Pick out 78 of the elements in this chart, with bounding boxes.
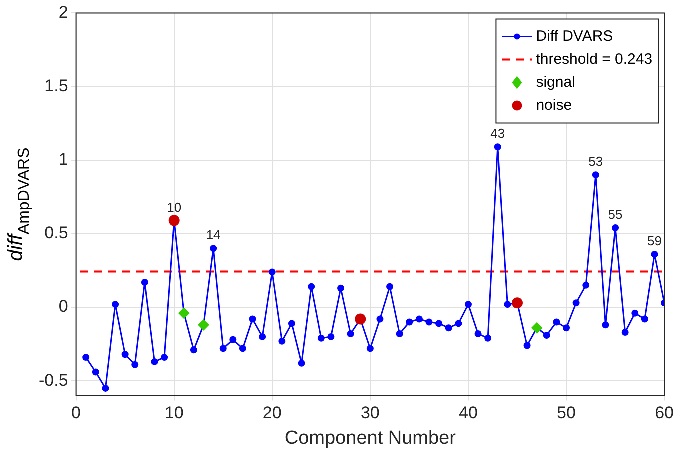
legend-label: Diff DVARS [536, 28, 614, 45]
point [288, 320, 296, 328]
point [494, 144, 502, 151]
point [582, 282, 590, 289]
y-tick-label: 2 [58, 2, 68, 22]
point [151, 358, 158, 366]
point [543, 332, 550, 339]
point [328, 333, 335, 340]
point [318, 334, 325, 342]
point [504, 301, 512, 308]
point [298, 360, 306, 367]
point [572, 300, 580, 307]
y-tick-label: 0 [58, 297, 68, 316]
point [524, 342, 531, 350]
point [122, 351, 129, 358]
y-axis-title: diffAmpDVARS [5, 148, 33, 262]
point [338, 284, 345, 292]
x-tick-label: 40 [459, 404, 478, 423]
x-tick-label: 30 [360, 404, 380, 423]
point [268, 268, 276, 276]
point [308, 283, 316, 290]
point [230, 336, 237, 344]
point [464, 301, 472, 308]
annotation: 59 [648, 234, 662, 249]
point [602, 322, 610, 329]
point [455, 320, 462, 328]
x-axis-title: Component Number [284, 428, 457, 449]
point [161, 354, 168, 362]
point [436, 320, 443, 328]
point [651, 251, 658, 258]
y-tick-label: -0.5 [38, 370, 68, 390]
point [641, 316, 648, 323]
annotation: 43 [490, 126, 506, 142]
annotation: 53 [588, 154, 604, 170]
point [210, 245, 218, 252]
x-tick-label: 0 [72, 404, 82, 423]
point [249, 316, 256, 323]
point [239, 345, 246, 352]
annotation: 14 [206, 228, 221, 243]
point [563, 324, 570, 332]
point [82, 354, 90, 362]
point [278, 338, 286, 345]
point [92, 368, 100, 376]
point [347, 330, 354, 338]
point [426, 318, 433, 326]
point [259, 333, 266, 340]
point [445, 324, 452, 332]
point [632, 310, 639, 317]
annotation: 10 [167, 200, 182, 215]
legend-label: threshold = 0.243 [536, 50, 653, 68]
legend-label: noise [536, 96, 572, 114]
legend-label: signal [536, 74, 576, 91]
point [102, 384, 110, 392]
y-tick-label: 1.5 [44, 76, 68, 96]
point [112, 301, 120, 308]
x-tick-label: 50 [557, 404, 576, 423]
y-tick-label: 0.5 [44, 224, 68, 243]
point [386, 283, 394, 290]
point [396, 330, 404, 338]
point [406, 318, 414, 326]
point [484, 334, 492, 342]
x-tick-label: 20 [262, 404, 282, 423]
x-tick-label: 60 [655, 404, 674, 423]
point [416, 316, 423, 323]
point [366, 345, 374, 352]
point [132, 361, 139, 368]
point [220, 345, 227, 352]
point [612, 224, 620, 232]
y-tick-label: 1 [58, 150, 68, 170]
point [376, 316, 384, 323]
point [553, 318, 560, 326]
point [190, 346, 198, 354]
point [622, 329, 629, 336]
point [141, 278, 148, 286]
point [592, 172, 600, 179]
annotation: 55 [608, 207, 623, 222]
point [474, 330, 482, 338]
x-tick-label: 10 [164, 404, 184, 423]
